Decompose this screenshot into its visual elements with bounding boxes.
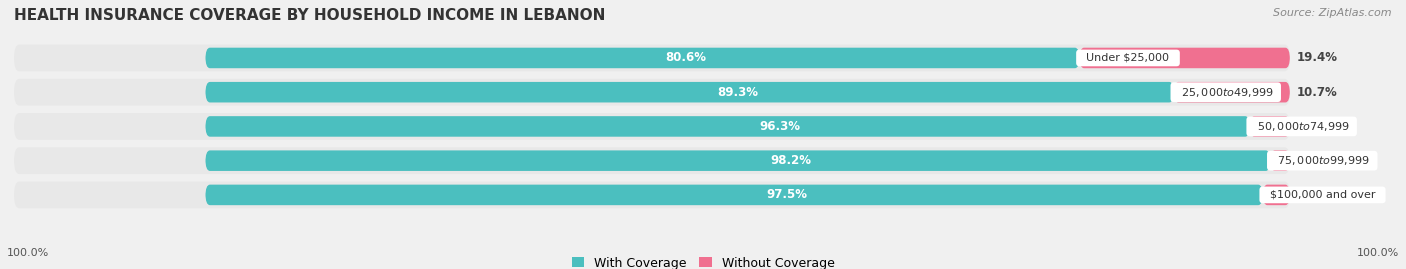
Text: 96.3%: 96.3% [759, 120, 800, 133]
FancyBboxPatch shape [14, 147, 1289, 174]
Text: 98.2%: 98.2% [770, 154, 811, 167]
FancyBboxPatch shape [205, 82, 1174, 102]
FancyBboxPatch shape [14, 182, 1289, 208]
Text: $50,000 to $74,999: $50,000 to $74,999 [1250, 120, 1354, 133]
Text: $100,000 and over: $100,000 and over [1263, 190, 1382, 200]
FancyBboxPatch shape [1263, 185, 1289, 205]
Text: $75,000 to $99,999: $75,000 to $99,999 [1271, 154, 1374, 167]
Text: 1.8%: 1.8% [1296, 154, 1329, 167]
Text: HEALTH INSURANCE COVERAGE BY HOUSEHOLD INCOME IN LEBANON: HEALTH INSURANCE COVERAGE BY HOUSEHOLD I… [14, 8, 606, 23]
FancyBboxPatch shape [14, 45, 1289, 71]
FancyBboxPatch shape [1174, 82, 1289, 102]
Text: 97.5%: 97.5% [766, 188, 807, 201]
Text: 80.6%: 80.6% [665, 51, 707, 65]
FancyBboxPatch shape [1271, 150, 1289, 171]
Text: 100.0%: 100.0% [1357, 248, 1399, 258]
Text: 100.0%: 100.0% [7, 248, 49, 258]
Text: $25,000 to $49,999: $25,000 to $49,999 [1174, 86, 1278, 99]
Text: 3.7%: 3.7% [1296, 120, 1329, 133]
Text: 2.5%: 2.5% [1296, 188, 1329, 201]
Legend: With Coverage, Without Coverage: With Coverage, Without Coverage [567, 252, 839, 269]
FancyBboxPatch shape [205, 150, 1271, 171]
FancyBboxPatch shape [1080, 48, 1289, 68]
FancyBboxPatch shape [14, 113, 1289, 140]
FancyBboxPatch shape [205, 48, 1080, 68]
Text: 10.7%: 10.7% [1296, 86, 1337, 99]
Text: 89.3%: 89.3% [717, 86, 759, 99]
FancyBboxPatch shape [1250, 116, 1289, 137]
FancyBboxPatch shape [205, 185, 1263, 205]
Text: Under $25,000: Under $25,000 [1080, 53, 1177, 63]
FancyBboxPatch shape [205, 116, 1250, 137]
FancyBboxPatch shape [14, 79, 1289, 105]
Text: 19.4%: 19.4% [1296, 51, 1337, 65]
Text: Source: ZipAtlas.com: Source: ZipAtlas.com [1274, 8, 1392, 18]
